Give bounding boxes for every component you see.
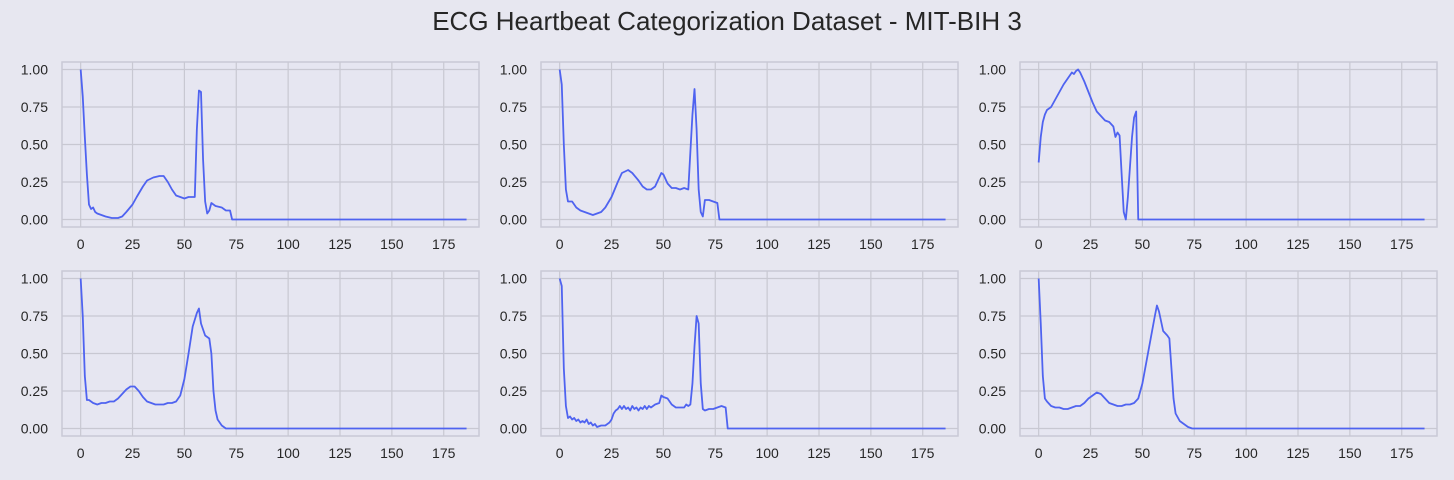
x-tick-label: 25: [125, 445, 141, 461]
x-tick-label: 25: [125, 236, 141, 252]
subplot-1: 0 25 50 75 100 125 150 175 0.00 0.25 0.50 0.75 1.00: [21, 61, 480, 252]
x-tick-label: 175: [432, 236, 456, 252]
ecg-series-line: [558, 69, 946, 221]
y-tick-label: 0.50: [979, 346, 1006, 362]
x-tick-label: 100: [755, 236, 779, 252]
ecg-series-line: [1037, 278, 1425, 430]
x-tick-label: 0: [1035, 445, 1043, 461]
x-tick-label: 175: [1390, 236, 1414, 252]
x-tick-label: 0: [556, 445, 564, 461]
y-tick-label: 0.25: [500, 174, 527, 190]
y-tick-label: 0.25: [979, 174, 1006, 190]
x-tick-label: 50: [177, 445, 193, 461]
y-tick-label: 0.50: [500, 346, 527, 362]
subplot-6: 0 25 50 75 100 125 150 175 0.00 0.25 0.50 0.75 1.00: [979, 270, 1438, 461]
y-tick-label: 0.50: [500, 137, 527, 153]
subplot-3: 0 25 50 75 100 125 150 175 0.00 0.25 0.50 0.75 1.00: [979, 61, 1438, 252]
x-tick-label: 150: [859, 236, 883, 252]
y-tick-label: 0.75: [979, 308, 1006, 324]
x-tick-label: 0: [77, 236, 85, 252]
x-tick-label: 0: [77, 445, 85, 461]
x-tick-label: 175: [432, 445, 456, 461]
y-tick-label: 0.25: [21, 383, 48, 399]
y-tick-label: 0.75: [21, 308, 48, 324]
x-tick-label: 150: [1338, 236, 1362, 252]
y-tick-label: 0.00: [500, 212, 527, 228]
ecg-series-line: [558, 278, 946, 430]
x-tick-label: 175: [1390, 445, 1414, 461]
x-tick-label: 75: [707, 445, 723, 461]
x-tick-label: 100: [1234, 236, 1258, 252]
x-tick-label: 100: [1234, 445, 1258, 461]
x-tick-label: 75: [1186, 236, 1202, 252]
x-tick-label: 50: [1135, 445, 1151, 461]
y-tick-label: 0.75: [500, 99, 527, 115]
x-tick-label: 75: [707, 236, 723, 252]
y-tick-label: 1.00: [21, 271, 48, 287]
figure-title: ECG Heartbeat Categorization Dataset - M…: [432, 6, 1022, 36]
x-tick-label: 50: [177, 236, 193, 252]
y-tick-label: 0.00: [979, 421, 1006, 437]
y-tick-label: 0.00: [21, 212, 48, 228]
y-tick-label: 0.00: [21, 421, 48, 437]
subplot-2: 0 25 50 75 100 125 150 175 0.00 0.25 0.50 0.75 1.00: [500, 61, 959, 252]
y-tick-label: 1.00: [979, 62, 1006, 78]
y-tick-label: 1.00: [979, 271, 1006, 287]
y-tick-label: 0.50: [979, 137, 1006, 153]
y-tick-label: 0.75: [21, 99, 48, 115]
x-tick-label: 0: [556, 236, 564, 252]
y-tick-label: 1.00: [21, 62, 48, 78]
x-tick-label: 75: [1186, 445, 1202, 461]
y-tick-label: 0.75: [979, 99, 1006, 115]
subplot-5: 0 25 50 75 100 125 150 175 0.00 0.25 0.50 0.75 1.00: [500, 270, 959, 461]
x-tick-label: 175: [911, 445, 935, 461]
y-tick-label: 0.25: [21, 174, 48, 190]
x-tick-label: 25: [604, 445, 620, 461]
y-tick-label: 0.75: [500, 308, 527, 324]
x-tick-label: 125: [807, 236, 831, 252]
ecg-series-line: [1037, 68, 1425, 221]
y-tick-label: 0.25: [500, 383, 527, 399]
x-tick-label: 50: [1135, 236, 1151, 252]
x-tick-label: 125: [807, 445, 831, 461]
x-tick-label: 125: [1286, 445, 1310, 461]
x-tick-label: 100: [276, 445, 300, 461]
y-tick-label: 0.25: [979, 383, 1006, 399]
x-tick-label: 100: [755, 445, 779, 461]
x-tick-label: 0: [1035, 236, 1043, 252]
y-tick-label: 1.00: [500, 62, 527, 78]
x-tick-label: 100: [276, 236, 300, 252]
subplot-4: 0 25 50 75 100 125 150 175 0.00 0.25 0.50 0.75 1.00: [21, 270, 480, 461]
y-tick-label: 0.00: [979, 212, 1006, 228]
x-tick-label: 50: [656, 445, 672, 461]
x-tick-label: 150: [859, 445, 883, 461]
x-tick-label: 175: [911, 236, 935, 252]
y-tick-label: 0.00: [500, 421, 527, 437]
y-tick-label: 0.50: [21, 346, 48, 362]
x-tick-label: 125: [1286, 236, 1310, 252]
ecg-series-line: [79, 278, 467, 430]
x-tick-label: 125: [328, 445, 352, 461]
x-tick-label: 25: [1083, 445, 1099, 461]
y-tick-label: 0.50: [21, 137, 48, 153]
ecg-series-line: [79, 69, 467, 221]
subplot-grid: 0 25 50 75 100 125 150 1750.000.250.500.751.000…: [21, 61, 1438, 461]
x-tick-label: 75: [228, 236, 244, 252]
x-tick-label: 150: [380, 445, 404, 461]
y-tick-label: 1.00: [500, 271, 527, 287]
x-tick-label: 125: [328, 236, 352, 252]
x-tick-label: 25: [1083, 236, 1099, 252]
x-tick-label: 25: [604, 236, 620, 252]
x-tick-label: 75: [228, 445, 244, 461]
x-tick-label: 150: [380, 236, 404, 252]
x-tick-label: 150: [1338, 445, 1362, 461]
x-tick-label: 50: [656, 236, 672, 252]
